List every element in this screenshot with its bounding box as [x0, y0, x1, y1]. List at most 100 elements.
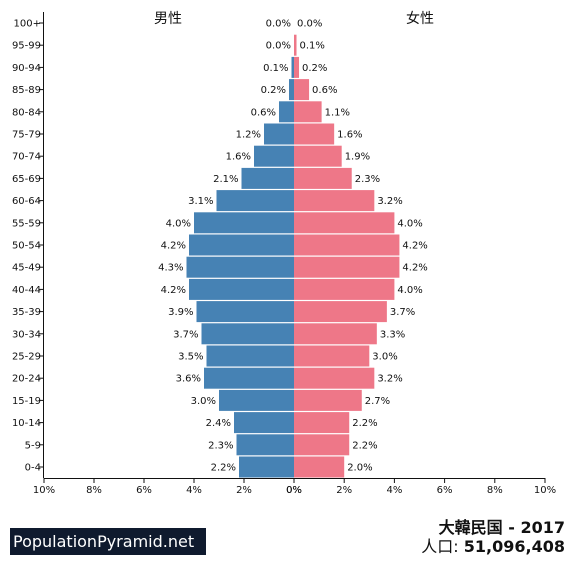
age-label-90-94: 90-94: [12, 63, 41, 74]
population-value: 51,096,408: [463, 537, 565, 556]
male-bar-5-9: [236, 434, 294, 456]
male-value-label: 4.0%: [166, 218, 191, 229]
female-value-label: 4.2%: [402, 241, 427, 252]
x-tick-label-left: 2%: [236, 485, 252, 496]
female-value-label: 3.2%: [377, 374, 402, 385]
female-bar-35-39: [294, 301, 387, 323]
x-tick-label-right: 6%: [437, 485, 453, 496]
male-bar-75-79: [264, 123, 294, 145]
age-label-55-59: 55-59: [12, 218, 41, 229]
age-label-75-79: 75-79: [12, 130, 41, 141]
female-bar-90-94: [294, 56, 300, 78]
male-bar-15-19: [219, 389, 294, 411]
female-bar-60-64: [294, 190, 375, 212]
male-bar-55-59: [194, 212, 294, 234]
male-value-label: 2.2%: [211, 463, 236, 474]
age-label-45-49: 45-49: [12, 263, 41, 274]
x-tick-label-left: 4%: [186, 485, 202, 496]
female-value-label: 1.1%: [325, 107, 350, 118]
female-bar-80-84: [294, 101, 322, 123]
country-year-title: 大韓民国 - 2017: [438, 518, 565, 537]
male-value-label: 3.7%: [173, 329, 198, 340]
female-value-label: 4.0%: [397, 285, 422, 296]
x-tick-label-right: 2%: [336, 485, 352, 496]
female-title: 女性: [406, 10, 434, 27]
age-label-40-44: 40-44: [12, 285, 41, 296]
male-value-label: 0.0%: [266, 41, 291, 52]
age-label-85-89: 85-89: [12, 85, 41, 96]
female-value-label: 3.0%: [372, 352, 397, 363]
female-bar-10-14: [294, 412, 350, 434]
female-bar-55-59: [294, 212, 395, 234]
male-value-label: 3.0%: [191, 396, 216, 407]
female-value-label: 3.7%: [390, 307, 415, 318]
male-bar-25-29: [206, 345, 294, 367]
female-value-label: 4.0%: [397, 218, 422, 229]
male-value-label: 3.1%: [188, 196, 213, 207]
age-label-10-14: 10-14: [12, 418, 41, 429]
age-label-60-64: 60-64: [12, 196, 41, 207]
male-bar-90-94: [291, 56, 294, 78]
female-bar-45-49: [294, 256, 400, 278]
male-bar-20-24: [204, 367, 294, 389]
population-total: 人口: 51,096,408: [421, 533, 565, 557]
female-value-label: 3.3%: [380, 329, 405, 340]
female-value-label: 2.7%: [365, 396, 390, 407]
male-value-label: 3.6%: [176, 374, 201, 385]
x-tick-label-left: 10%: [33, 485, 55, 496]
female-value-label: 0.2%: [302, 63, 327, 74]
female-bar-0-4: [294, 456, 345, 478]
female-bar-30-34: [294, 323, 377, 345]
x-tick-label-left: 0%: [286, 485, 302, 496]
male-value-label: 0.6%: [251, 107, 276, 118]
x-tick-label-right: 10%: [534, 485, 556, 496]
male-bar-65-69: [241, 167, 294, 189]
x-tick-label-left: 6%: [136, 485, 152, 496]
age-label-0-4: 0-4: [25, 463, 41, 474]
male-value-label: 1.2%: [236, 130, 261, 141]
male-bar-60-64: [216, 190, 294, 212]
female-value-label: 2.2%: [352, 418, 377, 429]
watermark-logo: PopulationPyramid.net: [10, 528, 206, 555]
age-label-70-74: 70-74: [12, 152, 41, 163]
female-value-label: 0.6%: [312, 85, 337, 96]
female-value-label: 1.6%: [337, 130, 362, 141]
female-bar-5-9: [294, 434, 350, 456]
male-value-label: 0.0%: [266, 19, 291, 30]
age-label-100+: 100+: [14, 19, 41, 30]
female-value-label: 4.2%: [402, 263, 427, 274]
age-label-20-24: 20-24: [12, 374, 41, 385]
male-value-label: 4.3%: [158, 263, 183, 274]
age-label-65-69: 65-69: [12, 174, 41, 185]
male-bar-85-89: [289, 79, 294, 101]
male-bar-0-4: [239, 456, 294, 478]
male-bar-45-49: [186, 256, 294, 278]
age-label-95-99: 95-99: [12, 41, 41, 52]
male-value-label: 4.2%: [161, 241, 186, 252]
female-bar-65-69: [294, 167, 352, 189]
age-label-80-84: 80-84: [12, 107, 41, 118]
male-bar-50-54: [189, 234, 294, 256]
male-title: 男性: [154, 11, 182, 27]
female-bar-95-99: [294, 34, 297, 56]
male-value-label: 2.3%: [208, 440, 233, 451]
male-value-label: 3.5%: [178, 352, 203, 363]
population-label: 人口:: [421, 537, 464, 556]
age-label-35-39: 35-39: [12, 307, 41, 318]
female-value-label: 0.1%: [300, 41, 325, 52]
female-bar-85-89: [294, 79, 310, 101]
male-value-label: 2.4%: [206, 418, 231, 429]
male-bar-40-44: [189, 278, 294, 300]
male-value-label: 0.1%: [263, 63, 288, 74]
female-value-label: 3.2%: [377, 196, 402, 207]
x-tick-label-right: 0%: [286, 485, 302, 496]
female-bar-40-44: [294, 278, 395, 300]
x-tick-label-right: 4%: [386, 485, 402, 496]
female-value-label: 0.0%: [297, 19, 322, 30]
male-bar-30-34: [201, 323, 294, 345]
population-pyramid-chart: 男性 女性 100+ 0.0% 0.0% 95-99 0.0% 0.1% 90-94 0.1% 0.…: [12, 10, 556, 496]
female-value-label: 2.0%: [347, 463, 372, 474]
male-value-label: 0.2%: [261, 85, 286, 96]
x-tick-label-right: 8%: [487, 485, 503, 496]
female-bar-50-54: [294, 234, 400, 256]
